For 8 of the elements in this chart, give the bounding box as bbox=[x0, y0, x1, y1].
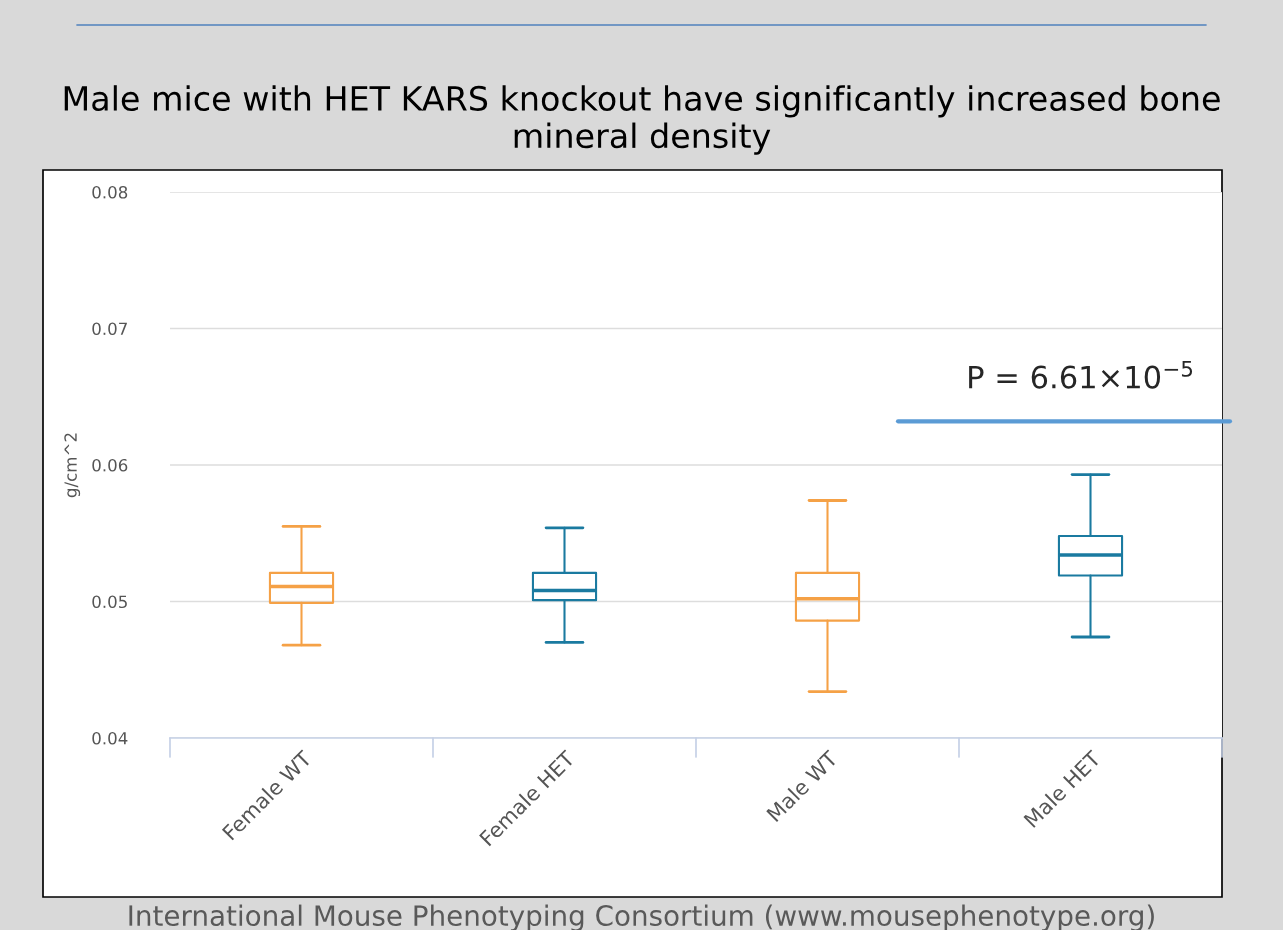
y-tick-label: 0.05 bbox=[92, 595, 127, 609]
y-tick-label: 0.04 bbox=[92, 731, 128, 745]
chart-title: Male mice with HET KARS knockout have significantly increased bone mineral density bbox=[64, 85, 1220, 155]
annotation: P = 6.61×10$^{−5}$ bbox=[969, 360, 1193, 389]
y-axis-title: g/cm^2 bbox=[64, 433, 81, 498]
y-tick-label: 0.06 bbox=[92, 458, 128, 472]
y-tick-label: 0.07 bbox=[92, 322, 127, 336]
y-tick-label: 0.08 bbox=[92, 185, 128, 199]
